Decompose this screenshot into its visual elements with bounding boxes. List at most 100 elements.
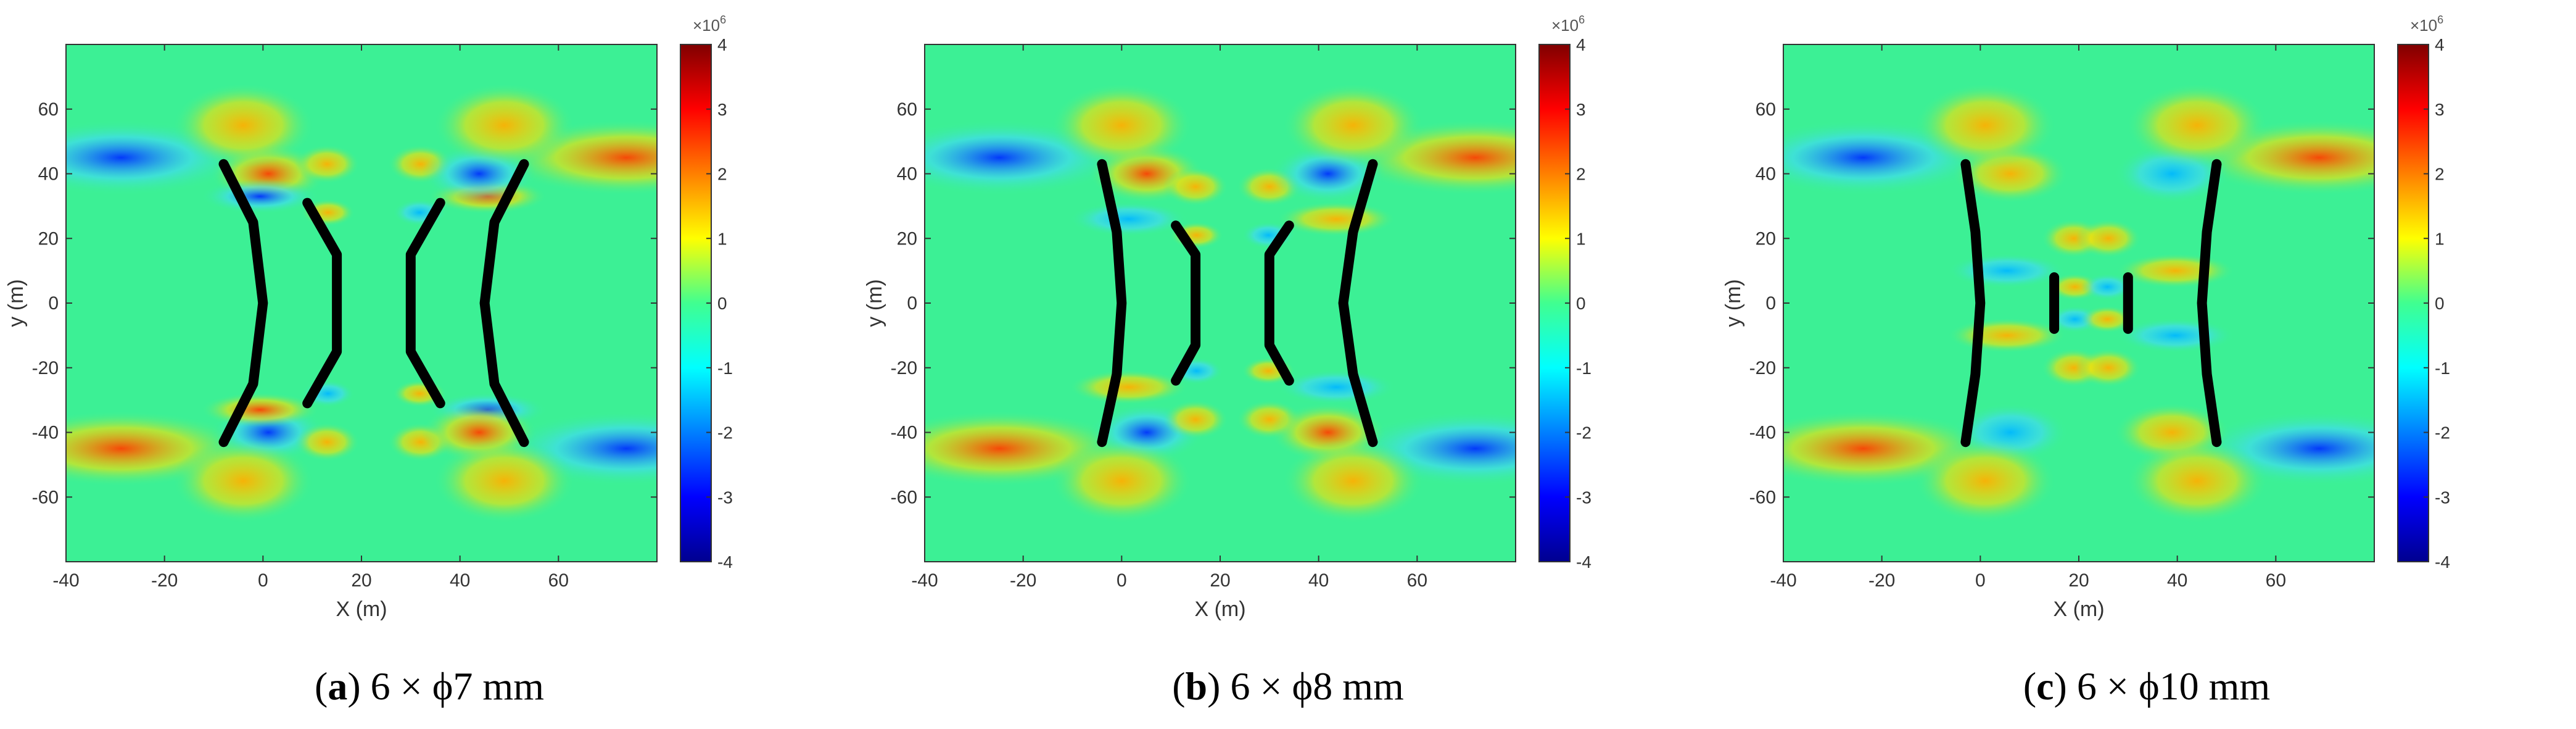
- stress-lobe: [1915, 438, 2056, 523]
- x-tick-label: 60: [2266, 570, 2286, 591]
- crack-1: [1097, 159, 1127, 448]
- y-tick-label: -20: [891, 358, 917, 378]
- colorbar-exponent: ×106: [2410, 14, 2443, 35]
- stress-lobe: [173, 438, 314, 523]
- x-tick-label: 40: [1308, 570, 1329, 591]
- crack-2: [302, 198, 342, 409]
- stress-lobe: [173, 83, 314, 168]
- stress-lobe: [1282, 83, 1424, 168]
- colorbar-tick-label: -2: [1576, 423, 1591, 443]
- crack-1: [1960, 159, 1986, 448]
- y-tick-label: -40: [891, 423, 917, 443]
- caption-label-c: c: [2036, 664, 2054, 708]
- stress-lobe: [1282, 438, 1424, 523]
- x-tick-label: 60: [1407, 570, 1427, 591]
- x-tick-label: -40: [911, 570, 938, 591]
- stress-lobe: [2116, 318, 2235, 353]
- colorbar-tick-label: 0: [717, 294, 727, 313]
- x-tick-label: 40: [450, 570, 470, 591]
- colorbar-tick-label: 3: [717, 100, 727, 119]
- colorbar: [680, 44, 712, 562]
- stress-lobe: [1163, 400, 1228, 439]
- colorbar-tick-label: 3: [2435, 100, 2445, 119]
- colorbar-tick-label: -2: [2435, 423, 2450, 443]
- colorbar-tick-label: -1: [2435, 359, 2450, 378]
- stress-lobe: [1051, 83, 1192, 168]
- colorbar-tick-label: 1: [717, 229, 727, 248]
- panel-a: -40 -20 0 20 40 60 -60 -40 -20 0 20 40 60 X (m) y (m) 4…: [0, 0, 859, 729]
- stress-lobe: [2116, 253, 2235, 288]
- x-tick-label: -20: [1868, 570, 1895, 591]
- stress-lobe: [1947, 318, 2066, 353]
- caption-label-b: b: [1185, 664, 1208, 708]
- x-tick-label: -20: [151, 570, 178, 591]
- caption-b: (b) 6 × ϕ8 mm: [1172, 664, 1404, 708]
- y-tick-label: 0: [48, 293, 59, 314]
- colorbar-tick-label: -1: [1576, 359, 1591, 378]
- crack-4: [2197, 159, 2222, 448]
- colorbar-tick-label: -4: [1576, 552, 1591, 572]
- stress-lobe: [200, 178, 320, 214]
- y-tick-label: 0: [1765, 293, 1776, 314]
- y-tick-label: 60: [897, 99, 917, 120]
- stress-lobe: [1277, 369, 1396, 405]
- x-tick-label: 0: [1117, 570, 1127, 591]
- colorbar-exponent: ×106: [693, 14, 726, 35]
- colorbar-tick-label: -2: [717, 423, 733, 443]
- crack-4: [1338, 159, 1378, 448]
- x-tick-label: 20: [351, 570, 371, 591]
- stress-lobe: [434, 438, 575, 523]
- stress-field: [66, 83, 657, 523]
- colorbar-tick-label: -1: [717, 359, 733, 378]
- stress-lobe: [2081, 306, 2134, 333]
- stress-field: [1783, 83, 2374, 523]
- stress-lobe: [2081, 273, 2134, 301]
- x-axis-label: X (m): [336, 598, 387, 621]
- x-tick-label: 0: [258, 570, 268, 591]
- stress-lobe: [1277, 201, 1396, 237]
- colorbar-exponent-power: 6: [1579, 14, 1585, 26]
- y-axis-label: y (m): [863, 279, 886, 327]
- y-tick-label: -60: [1749, 487, 1776, 507]
- panel-c: -40 -20 0 20 40 60 -60 -40 -20 0 20 40 60 X (m) y (m) 4…: [1717, 0, 2576, 729]
- y-tick-label: 40: [1756, 164, 1776, 185]
- y-tick-label: 60: [1756, 99, 1776, 120]
- stress-lobe: [200, 392, 320, 428]
- crack-3: [1264, 220, 1294, 386]
- colorbar-tick-label: 1: [2435, 229, 2445, 248]
- y-axis-label: y (m): [4, 279, 28, 327]
- y-tick-label: -40: [32, 423, 59, 443]
- stress-lobe: [2126, 438, 2268, 523]
- colorbar-tick-label: 3: [1576, 100, 1586, 119]
- colorbar-tick-label: 2: [2435, 165, 2445, 184]
- colorbar-tick-label: -3: [717, 488, 733, 507]
- stress-lobe: [1915, 83, 2056, 168]
- x-tick-label: -20: [1010, 570, 1036, 591]
- colorbar-exponent-power: 6: [2437, 14, 2443, 26]
- stress-lobe: [294, 422, 360, 462]
- y-tick-label: -20: [32, 358, 59, 378]
- stress-lobe: [434, 83, 575, 168]
- x-axis-label: X (m): [1194, 598, 1245, 621]
- stress-lobe: [2126, 83, 2268, 168]
- y-tick-label: 0: [907, 293, 917, 314]
- colorbar-tick-label: -4: [717, 552, 733, 572]
- colorbar-tick-label: -3: [1576, 488, 1591, 507]
- colorbar-tick-label: 4: [2435, 35, 2445, 54]
- x-tick-label: 20: [2068, 570, 2089, 591]
- y-tick-label: -60: [32, 487, 59, 507]
- colorbar-tick-label: 0: [2435, 294, 2445, 313]
- caption-label-a: a: [328, 664, 348, 708]
- caption-a: (a) 6 × ϕ7 mm: [315, 664, 544, 708]
- x-tick-label: 40: [2167, 570, 2187, 591]
- crack-3: [405, 198, 445, 409]
- caption-text-c: 6 × ϕ10 mm: [2076, 664, 2271, 708]
- crack-4: [479, 159, 529, 448]
- colorbar-tick-label: 2: [717, 165, 727, 184]
- stress-lobe: [1069, 201, 1188, 237]
- y-tick-label: 20: [897, 228, 917, 249]
